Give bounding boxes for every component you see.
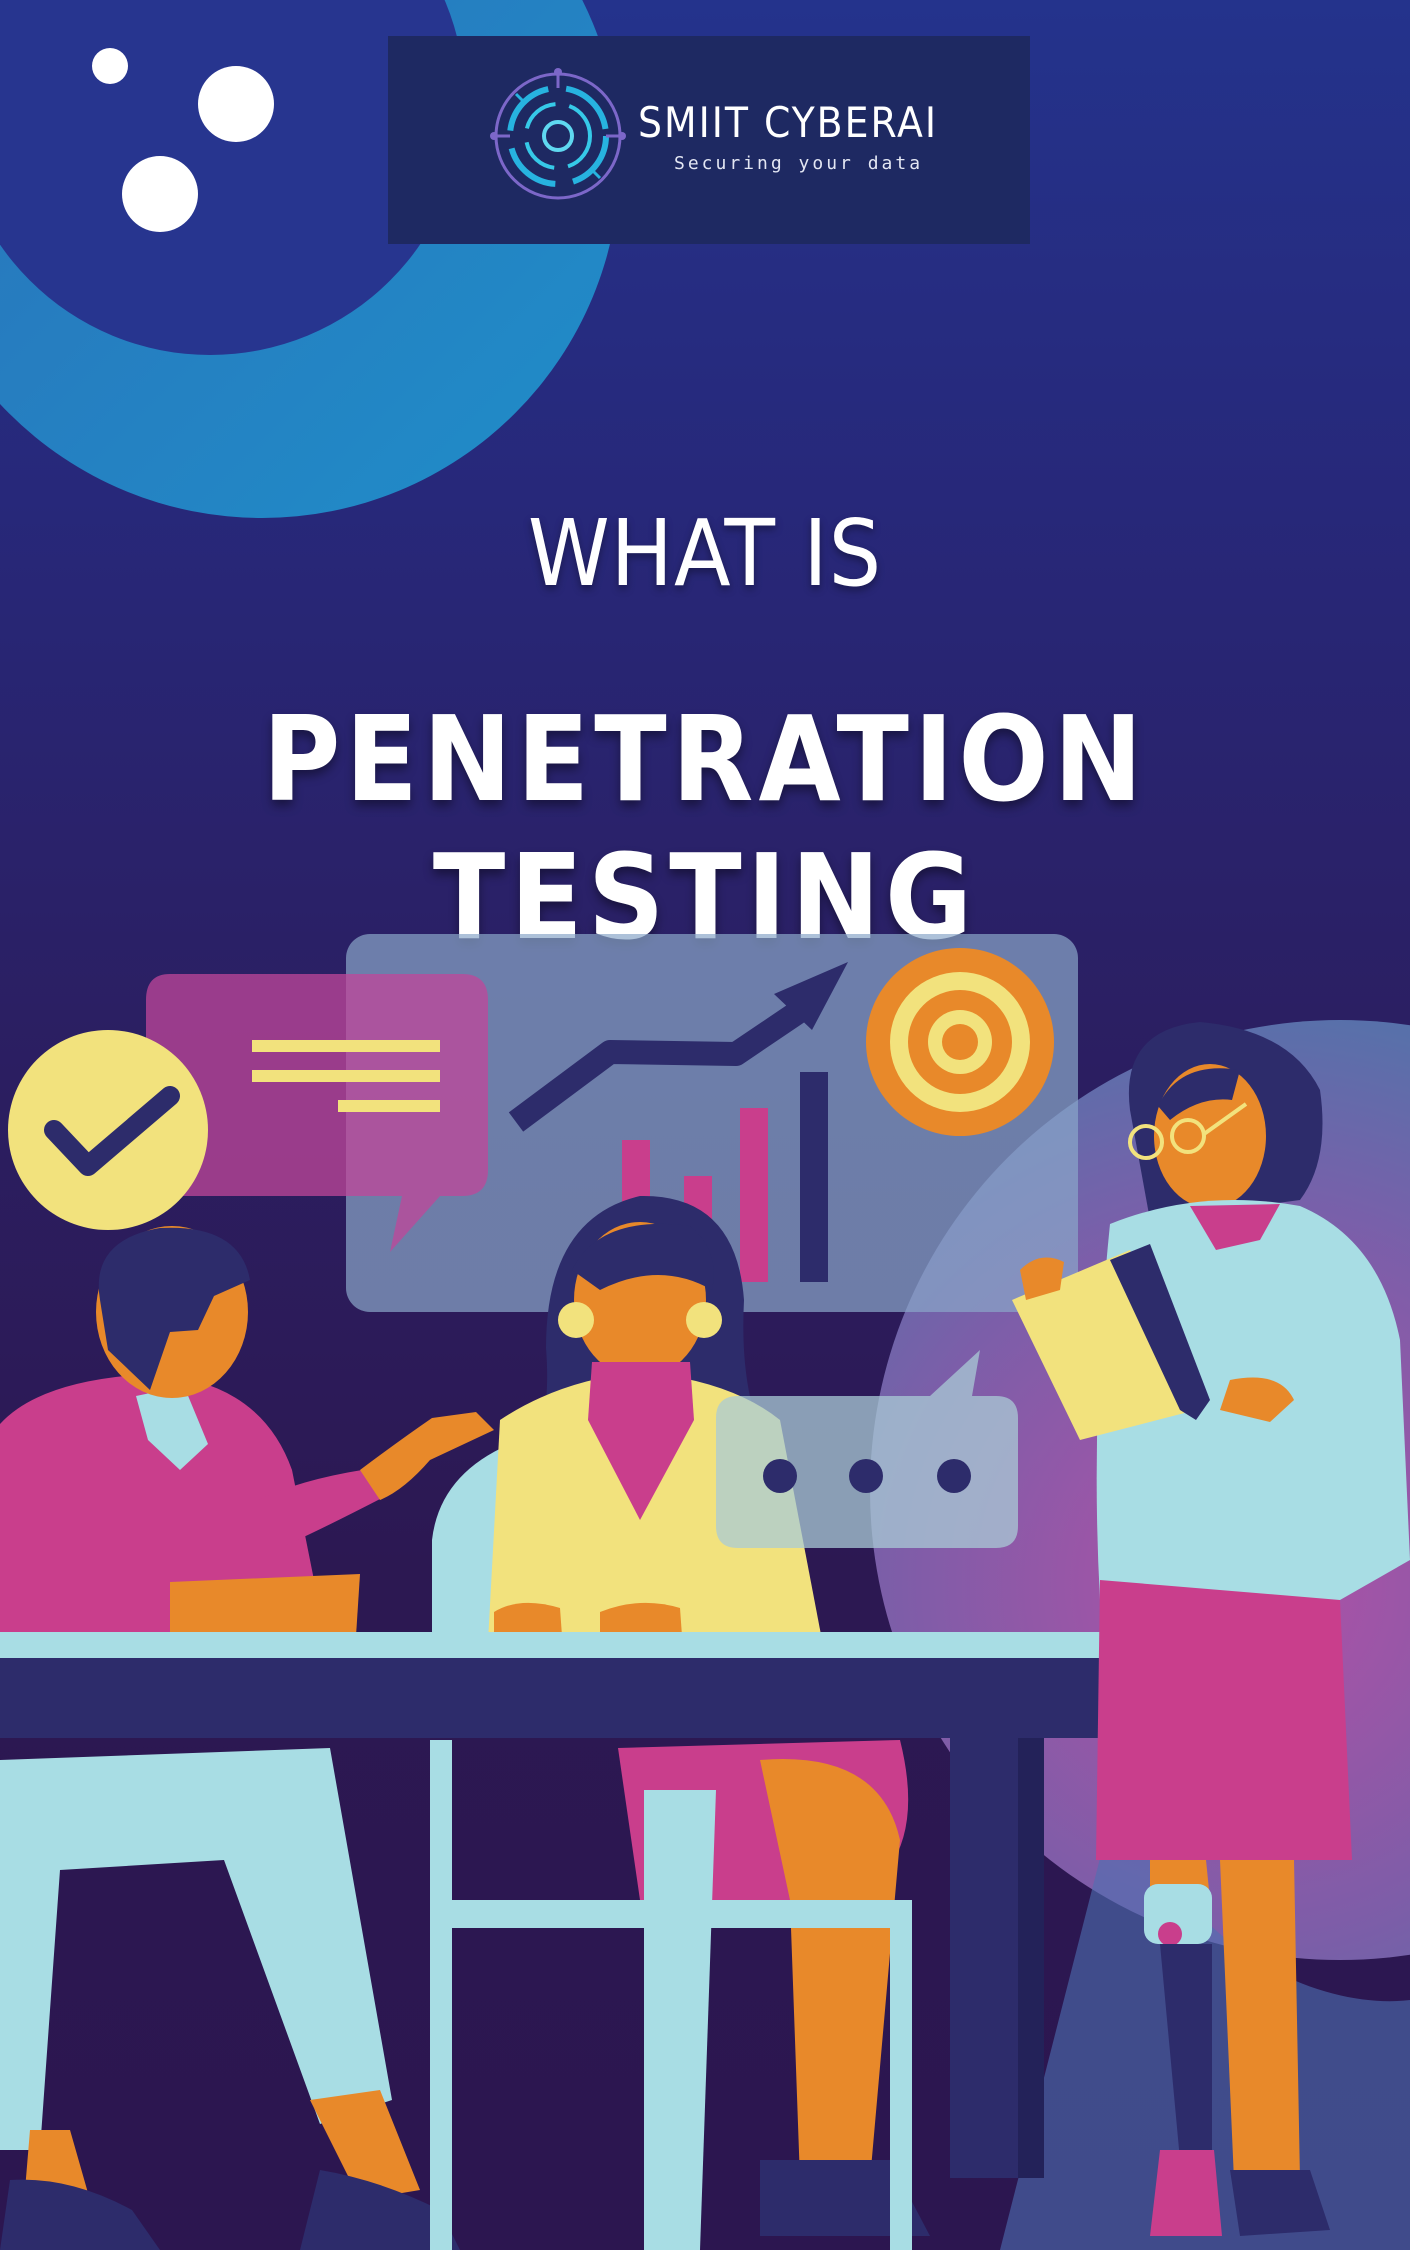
target-icon — [866, 948, 1054, 1136]
white-dot-large — [122, 156, 198, 232]
meeting-table — [0, 1632, 1100, 2178]
ring-inner-shape — [0, 0, 465, 355]
brand-name: SMIIT CYBERAI — [638, 98, 938, 147]
heading-kicker: WHAT IS — [527, 500, 883, 607]
clipboard-icon — [1012, 1244, 1210, 1440]
standing-woman-character — [1012, 1022, 1410, 2236]
glasses-icon — [1128, 1102, 1248, 1160]
seated-woman-character — [432, 1195, 930, 2250]
brand-tagline: Securing your data — [674, 153, 924, 174]
white-dot-medium — [198, 66, 274, 142]
circuit-logo-icon — [490, 68, 626, 200]
checkmark-icon — [8, 1030, 208, 1230]
man-character — [0, 1226, 494, 2250]
speech-bubble-icon — [146, 974, 488, 1252]
logo-panel: SMIIT CYBERAI Securing your data — [388, 36, 1030, 244]
chair — [430, 1740, 912, 2250]
trend-arrow-icon — [508, 962, 848, 1132]
typing-bubble-icon — [716, 1350, 1018, 1548]
white-dot-small — [92, 48, 128, 84]
